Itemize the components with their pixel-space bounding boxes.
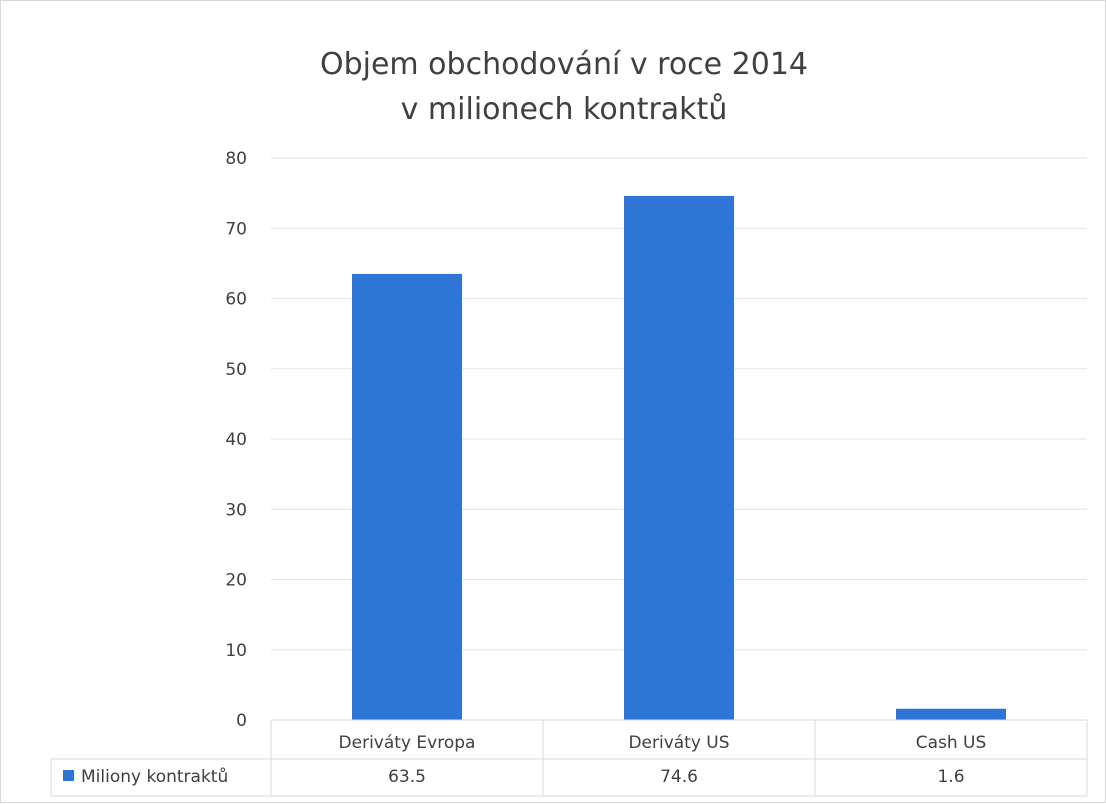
y-tick-label: 0	[236, 711, 247, 731]
y-tick-label: 40	[225, 430, 247, 450]
data-value-label: 63.5	[388, 767, 426, 787]
y-tick-label: 80	[225, 149, 247, 169]
data-value-label: 1.6	[937, 767, 964, 787]
y-tick-label: 10	[225, 641, 247, 661]
bar-0	[352, 273, 462, 720]
chart-title-line-1: Objem obchodování v roce 2014	[320, 47, 808, 82]
data-value-label: 74.6	[660, 767, 698, 787]
bars	[352, 195, 1006, 720]
category-label: Deriváty Evropa	[339, 733, 476, 753]
category-label: Cash US	[916, 733, 987, 753]
series-name: Miliony kontraktů	[81, 767, 228, 787]
y-tick-label: 20	[225, 571, 247, 591]
chart-title-line-2: v milionech kontraktů	[401, 92, 728, 127]
data-table: Deriváty Evropa Deriváty US Cash US Miliony…	[50, 719, 1088, 797]
y-tick-label: 30	[225, 500, 247, 520]
y-axis-tick-labels: 0 10 20 30 40 50 60 70 80	[225, 149, 247, 731]
y-tick-label: 70	[225, 219, 247, 239]
y-tick-label: 60	[225, 290, 247, 310]
legend-swatch	[63, 770, 74, 781]
bar-2	[896, 708, 1006, 720]
y-tick-label: 50	[225, 360, 247, 380]
category-label: Deriváty US	[628, 733, 729, 753]
bar-1	[624, 195, 734, 720]
chart-title: Objem obchodování v roce 2014 v milionec…	[320, 47, 808, 127]
